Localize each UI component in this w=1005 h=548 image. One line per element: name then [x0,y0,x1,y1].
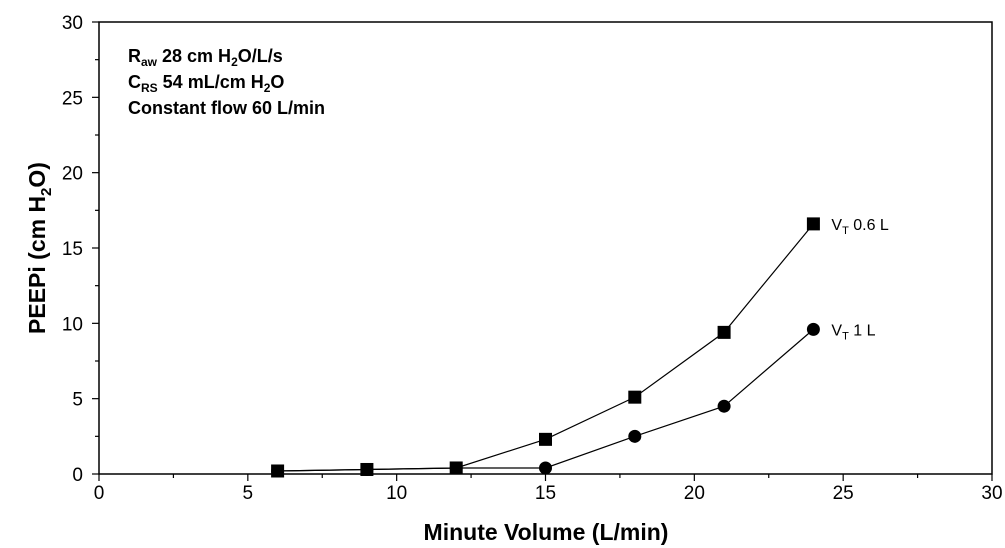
x-tick-label: 30 [981,483,1002,504]
annotation-line: CRS 54 mL/cm H2O [128,72,284,95]
series-label-post: 0.6 L [849,217,889,234]
x-tick-label: 0 [94,483,105,504]
circle-marker [539,461,552,475]
annotation-post2: O/L/s [238,46,283,66]
annotation-sub2: 2 [264,81,271,95]
y-tick-label: 30 [62,13,83,34]
series-label-sub: T [842,225,849,237]
y-axis-title-pre: PEEPi (cm H [24,196,50,334]
series-label: VT 1 L [831,322,875,342]
annotation-pre: C [128,72,141,92]
annotation-sub: RS [141,81,158,95]
circle-marker [717,399,731,413]
annotation-pre: R [128,46,141,66]
annotation-sub: aw [141,55,158,69]
annotation-line: Constant flow 60 L/min [128,98,325,118]
y-tick-label: 0 [72,465,83,486]
series-label-pre: V [831,217,842,234]
series-label-post: 1 L [849,322,876,339]
series-label-pre: V [831,322,842,339]
annotation-line: Raw 28 cm H2O/L/s [128,46,283,69]
y-tick-label: 15 [62,239,83,260]
y-tick-label: 5 [72,390,83,411]
x-tick-label: 10 [386,483,407,504]
annotation-post2: O [270,72,284,92]
square-marker [806,217,820,231]
x-tick-label: 25 [833,483,854,504]
circle-marker [449,461,463,475]
y-axis-title: PEEPi (cm H2O) [24,162,55,334]
y-tick-label: 20 [62,164,83,185]
circle-marker [360,462,374,476]
x-tick-label: 20 [684,483,705,504]
y-axis-title-post: O) [24,162,50,188]
circle-marker [806,322,820,336]
series-line [277,328,814,472]
series-2: VT 1 L [271,322,876,478]
x-axis-title: Minute Volume (L/min) [424,519,669,545]
annotation-post: 54 mL/cm H [158,72,264,92]
annotation-pre: Constant flow 60 L/min [128,98,325,118]
x-tick-label: 5 [243,483,254,504]
series-label: VT 0.6 L [831,217,889,237]
series-1: VT 0.6 L [271,217,889,478]
square-marker [628,390,642,404]
y-tick-label: 10 [62,314,83,335]
y-tick-label: 25 [62,88,83,109]
annotation-post: 28 cm H [157,46,231,66]
annotation-sub2: 2 [231,55,238,69]
x-tick-label: 15 [535,483,556,504]
circle-marker [628,429,642,443]
square-marker [539,432,552,446]
circle-marker [271,464,285,478]
series-layer: VT 0.6 LVT 1 L [271,217,889,478]
series-label-sub: T [842,330,849,342]
y-axis-title-sub: 2 [38,188,55,196]
square-marker [717,325,731,339]
ticks: 0 5 10 15 20 25 30 0 5 10 15 20 25 30 [62,13,1003,504]
